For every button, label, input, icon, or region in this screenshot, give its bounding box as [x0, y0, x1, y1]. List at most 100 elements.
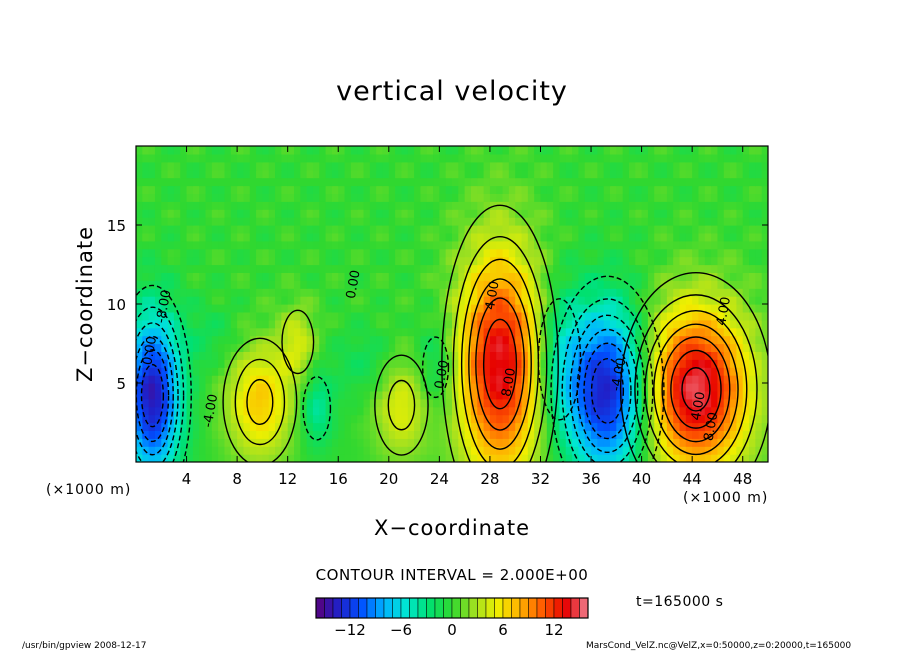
heat-cell [414, 375, 421, 384]
heat-cell [685, 438, 693, 447]
heat-cell [142, 319, 150, 329]
heat-cell [698, 438, 706, 447]
heat-cell [325, 153, 333, 163]
heat-cell [578, 367, 586, 376]
heat-cell [433, 406, 440, 416]
heat-cell [679, 209, 687, 218]
heat-cell [237, 169, 245, 179]
heat-cell [192, 296, 200, 305]
heat-cell [464, 359, 472, 368]
heat-cell [546, 422, 554, 431]
heat-cell [458, 327, 466, 337]
heat-cell [331, 240, 339, 250]
heat-cell [685, 367, 693, 376]
heat-cell [628, 146, 636, 155]
heat-cell [300, 256, 308, 266]
heat-cell [294, 232, 301, 242]
heat-cell [464, 343, 472, 352]
heat-cell [426, 161, 434, 171]
heat-cell [660, 359, 668, 368]
heat-cell [376, 232, 384, 242]
heat-cell [300, 296, 308, 305]
heat-cell [736, 351, 744, 360]
heat-cell [407, 209, 415, 218]
heat-cell [496, 343, 504, 352]
heat-cell [628, 430, 636, 439]
heat-cell [369, 438, 377, 447]
heat-cell [597, 359, 605, 368]
heat-cell [641, 264, 649, 273]
heat-cell [761, 169, 768, 179]
heat-cell [186, 398, 194, 408]
heat-cell [268, 146, 276, 155]
heat-cell [167, 185, 175, 194]
heat-cell [749, 240, 756, 250]
heat-cell [205, 446, 213, 455]
heat-cell [654, 430, 662, 439]
heat-cell [502, 351, 510, 360]
heat-cell [527, 209, 535, 218]
heat-cell [262, 264, 270, 273]
heat-cell [388, 438, 396, 447]
heat-cell [483, 343, 491, 352]
heat-cell [230, 280, 238, 289]
heat-cell [654, 209, 662, 218]
heat-cell [761, 454, 768, 462]
heat-cell [439, 422, 447, 431]
heat-cell [173, 153, 181, 163]
heat-cell [565, 359, 573, 368]
heat-cell [192, 153, 200, 163]
heat-cell [591, 280, 598, 289]
heat-cell [433, 217, 440, 226]
heat-cell [452, 272, 459, 281]
heat-cell [382, 225, 390, 234]
heat-cell [256, 304, 263, 313]
heat-cell [723, 288, 731, 297]
heat-cell [641, 446, 649, 455]
heat-cell [256, 146, 263, 155]
heat-cell [237, 304, 245, 313]
heat-cell [660, 327, 668, 337]
heat-cell [496, 256, 504, 266]
heat-cell [344, 398, 352, 408]
heat-cell [553, 335, 561, 345]
heat-cell [395, 288, 403, 297]
heat-cell [572, 414, 579, 424]
heat-cell [647, 161, 655, 171]
heat-cell [306, 414, 314, 424]
heat-cell [597, 296, 605, 305]
heat-cell [527, 240, 535, 250]
heat-cell [502, 375, 510, 384]
heat-cell [540, 153, 548, 163]
heat-cell [761, 161, 768, 171]
heat-cell [268, 193, 276, 202]
heat-cell [363, 153, 371, 163]
heat-cell [584, 225, 592, 234]
heat-cell [218, 169, 226, 179]
heat-cell [761, 177, 768, 187]
heat-cell [483, 248, 491, 258]
heat-cell [628, 406, 636, 416]
heat-cell [534, 146, 542, 155]
heat-cell [350, 422, 358, 431]
heat-cell [395, 359, 403, 368]
heat-cell [395, 264, 403, 273]
heat-cell [578, 272, 586, 281]
heat-cell [452, 446, 459, 455]
heat-cell [749, 232, 756, 242]
heat-cell [243, 383, 251, 392]
heat-cell [237, 414, 245, 424]
heat-cell [761, 256, 768, 266]
x-tick-label: 48 [733, 470, 752, 488]
heat-cell [243, 296, 251, 305]
heat-cell [622, 304, 630, 313]
heat-cell [508, 248, 516, 258]
heat-cell [730, 343, 737, 352]
heat-cell [673, 225, 681, 234]
contour-line [590, 357, 625, 424]
heat-cell [591, 153, 598, 163]
heat-cell [300, 351, 308, 360]
heat-cell [300, 280, 308, 289]
heat-cell [275, 248, 282, 258]
heat-cell [742, 296, 750, 305]
